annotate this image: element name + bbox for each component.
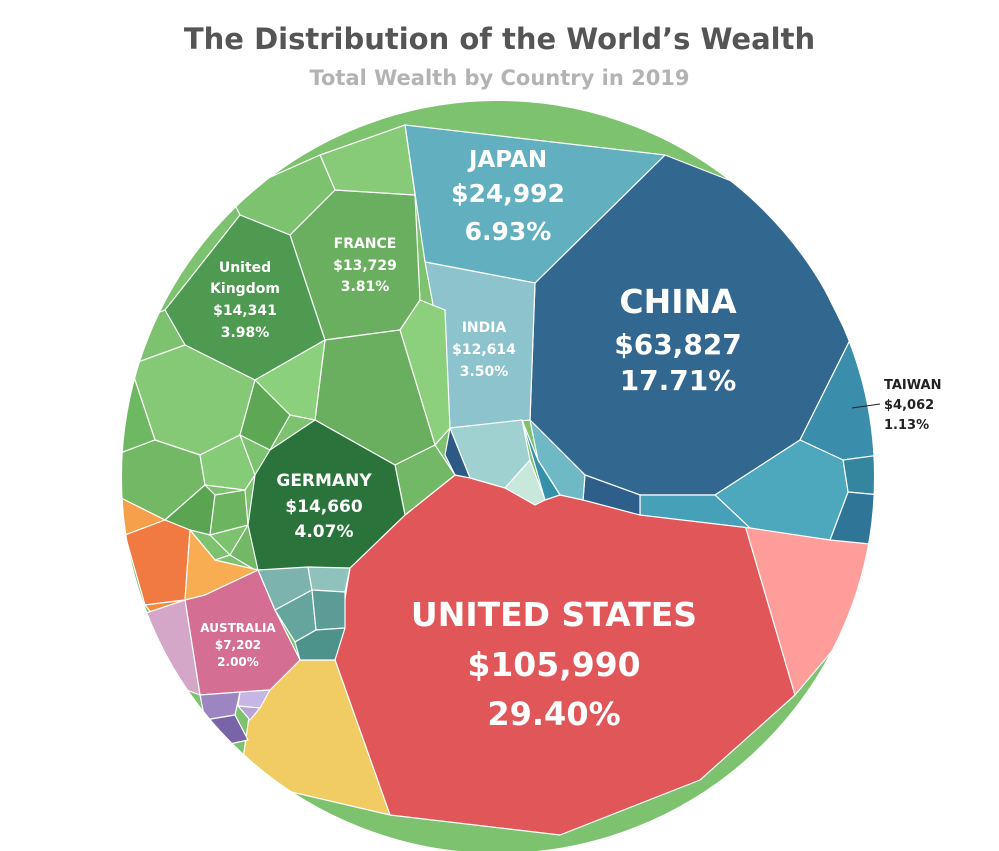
- label-us-share: 29.40%: [487, 695, 620, 733]
- label-japan-share: 6.93%: [465, 217, 552, 246]
- label-germany-name: GERMANY: [276, 471, 372, 491]
- label-australia-value: $7,202: [215, 638, 261, 652]
- cell-teal-light: [529, 419, 586, 501]
- label-japan-value: $24,992: [451, 179, 565, 208]
- label-uk-value: $14,341: [213, 303, 277, 319]
- label-india-name: INDIA: [462, 320, 507, 336]
- label-uk-name-2: Kingdom: [210, 281, 280, 297]
- label-china-value: $63,827: [614, 328, 742, 361]
- chart-subtitle: Total Wealth by Country in 2019: [309, 66, 690, 90]
- cell-teal-c5: [294, 627, 346, 661]
- cell-lilac-small: [237, 705, 261, 721]
- label-germany-value: $14,660: [285, 497, 363, 517]
- label-taiwan-value: $4,062: [884, 398, 934, 413]
- label-australia-share: 2.00%: [217, 655, 259, 669]
- label-france-name: FRANCE: [334, 236, 397, 252]
- chart-title: The Distribution of the World’s Wealth: [183, 22, 816, 56]
- label-china-name: CHINA: [619, 282, 737, 321]
- cell-green-small-a: [199, 434, 256, 491]
- cell-teal-c2: [307, 566, 351, 593]
- cell-germany: [247, 419, 406, 571]
- cell-orange-big: [124, 519, 191, 606]
- label-us-name: UNITED STATES: [411, 595, 697, 634]
- label-india-value: $12,614: [452, 342, 516, 358]
- cell-mint: [504, 459, 546, 506]
- cell-teal-c4: [311, 589, 346, 631]
- cell-teal-small: [521, 419, 561, 501]
- label-china-share: 17.71%: [620, 364, 737, 397]
- label-taiwan-share: 1.13%: [884, 418, 929, 433]
- label-uk-share: 3.98%: [221, 325, 270, 341]
- label-taiwan-name: TAIWAN: [884, 378, 941, 393]
- label-india-share: 3.50%: [460, 364, 509, 380]
- taiwan-leader-line: [851, 403, 881, 409]
- label-us-value: $105,990: [467, 645, 640, 684]
- label-germany-share: 4.07%: [295, 522, 354, 542]
- cell-green-mid-dark: [239, 379, 291, 451]
- label-france-value: $13,729: [333, 258, 397, 274]
- label-australia-name: AUSTRALIA: [200, 621, 276, 635]
- label-france-share: 3.81%: [341, 279, 390, 295]
- cell-green-upper-left: [229, 154, 336, 236]
- label-japan-name: JAPAN: [467, 147, 547, 173]
- label-uk-name-1: United: [219, 260, 271, 276]
